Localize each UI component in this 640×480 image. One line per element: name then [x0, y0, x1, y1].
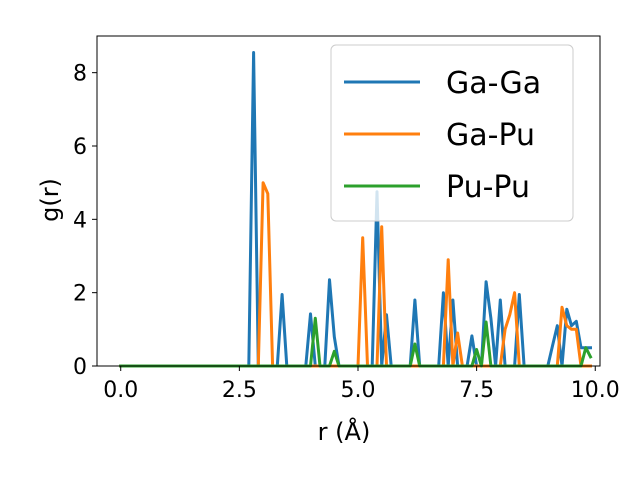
x-tick-label: 7.5	[459, 378, 494, 403]
legend-label-pu-pu: Pu-Pu	[446, 170, 530, 205]
y-tick-label: 8	[73, 62, 87, 87]
legend-box	[330, 44, 574, 222]
legend-label-ga-ga: Ga-Ga	[446, 66, 541, 101]
y-axis-label: g(r)	[36, 178, 64, 222]
y-tick-label: 4	[73, 208, 87, 233]
y-tick-label: 2	[73, 282, 87, 307]
y-tick-label: 0	[73, 355, 87, 380]
x-tick-label: 0.0	[103, 378, 138, 403]
x-tick-label: 5.0	[340, 378, 375, 403]
y-tick-label: 6	[73, 135, 87, 160]
legend: Ga-Ga Ga-Pu Pu-Pu	[330, 44, 574, 222]
plot-frame	[96, 35, 601, 367]
x-tick-label: 2.5	[222, 378, 257, 403]
axes-layer: 0.0 2.5 5.0 7.5 10.0 0 2 4 6 8	[73, 35, 620, 403]
legend-label-ga-pu: Ga-Pu	[446, 118, 535, 153]
x-tick-label: 10.0	[571, 378, 620, 403]
x-axis-label: r (Å)	[318, 417, 371, 446]
